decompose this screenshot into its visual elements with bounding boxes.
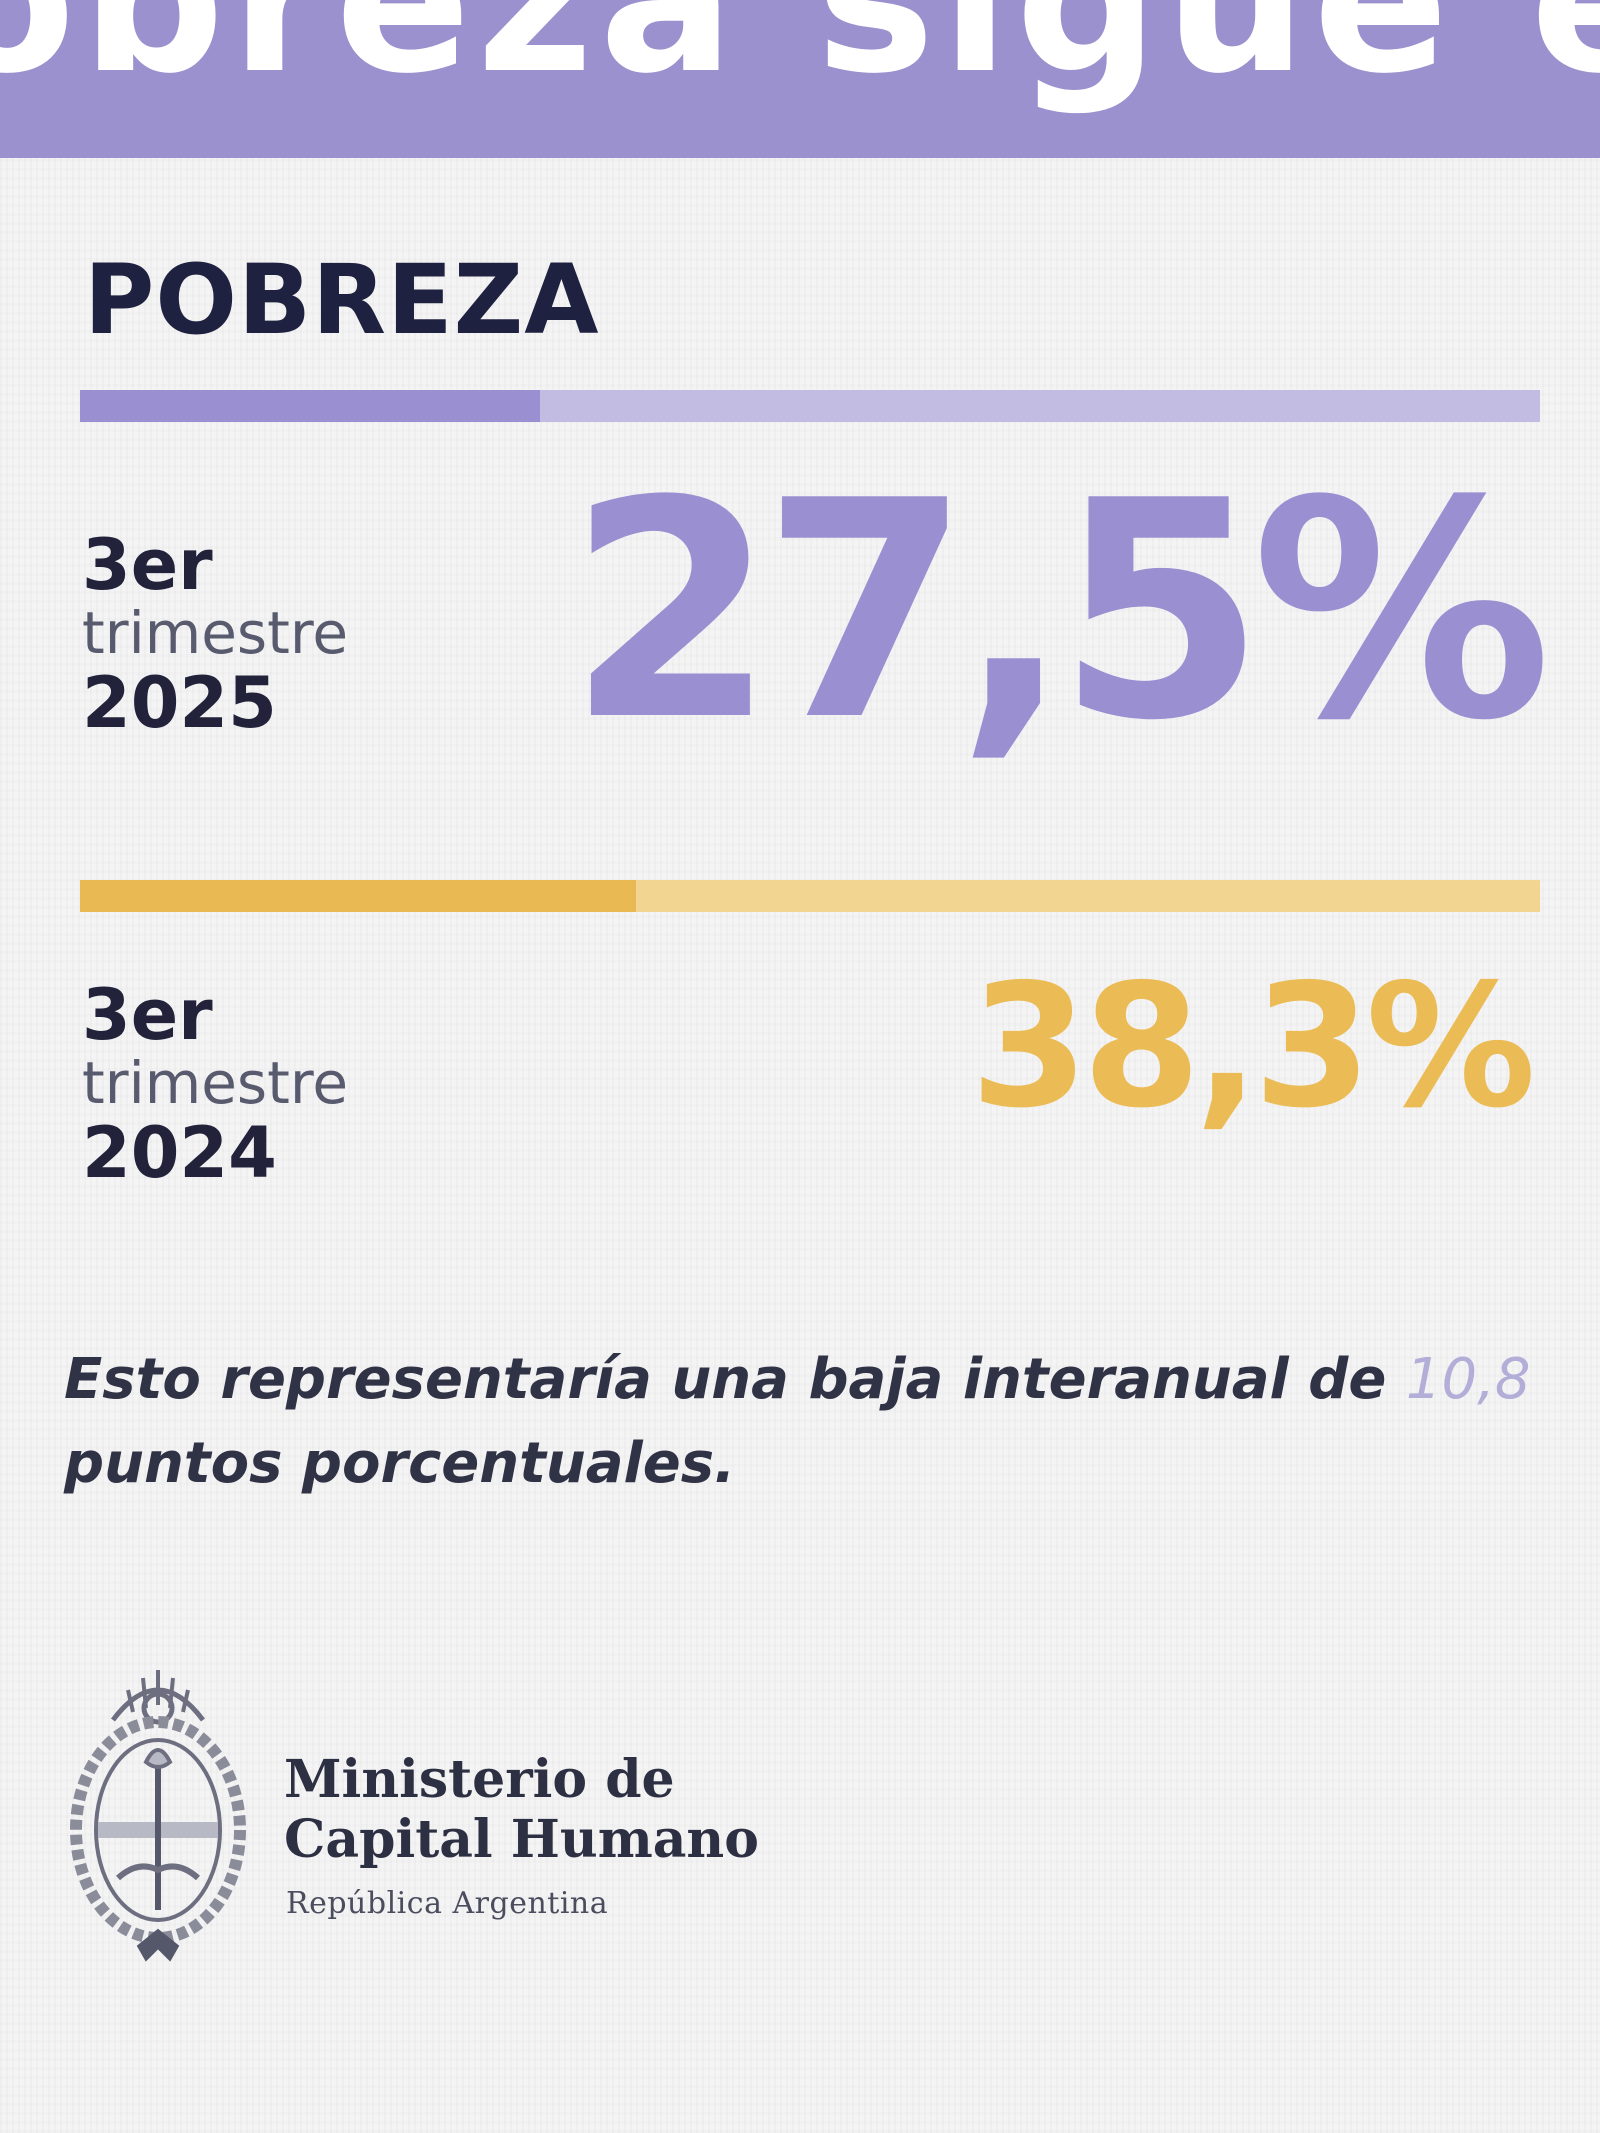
period-year: 2024 bbox=[82, 1112, 277, 1194]
coat-of-arms-icon bbox=[58, 1650, 258, 1970]
note-highlight-value: 10,8 bbox=[1405, 1347, 1531, 1412]
period-label-2025: 3er trimestre 2025 bbox=[82, 530, 348, 738]
period-ordinal: 3er bbox=[82, 974, 213, 1056]
progress-bar-2025 bbox=[80, 390, 1540, 422]
poverty-value-2024: 38,3% bbox=[970, 948, 1536, 1146]
country-name: República Argentina bbox=[286, 1886, 609, 1921]
period-quarter: trimestre bbox=[82, 599, 349, 667]
header-banner: obreza sigue en bbox=[0, 0, 1600, 158]
ministry-name: Ministerio de Capital Humano bbox=[284, 1750, 759, 1870]
period-label-2024: 3er trimestre 2024 bbox=[82, 980, 348, 1188]
progress-bar-fill-2025 bbox=[80, 390, 540, 422]
summary-note: Esto representaría una baja interanual d… bbox=[64, 1338, 1564, 1506]
poverty-value-2025: 27,5% bbox=[567, 437, 1552, 786]
headline-text: obreza sigue en bbox=[0, 0, 1600, 118]
ministry-name-line2: Capital Humano bbox=[284, 1809, 759, 1870]
note-text-part2: puntos porcentuales. bbox=[64, 1431, 736, 1496]
period-year: 2025 bbox=[82, 662, 277, 744]
progress-bar-2024 bbox=[80, 880, 1540, 912]
ministry-name-line1: Ministerio de bbox=[284, 1749, 675, 1810]
section-title: POBREZA bbox=[84, 244, 600, 356]
period-quarter: trimestre bbox=[82, 1049, 349, 1117]
period-ordinal: 3er bbox=[82, 524, 213, 606]
progress-bar-fill-2024 bbox=[80, 880, 636, 912]
ministry-logo: Ministerio de Capital Humano República A… bbox=[58, 1650, 818, 1970]
note-text-part1: Esto representaría una baja interanual d… bbox=[64, 1347, 1406, 1412]
